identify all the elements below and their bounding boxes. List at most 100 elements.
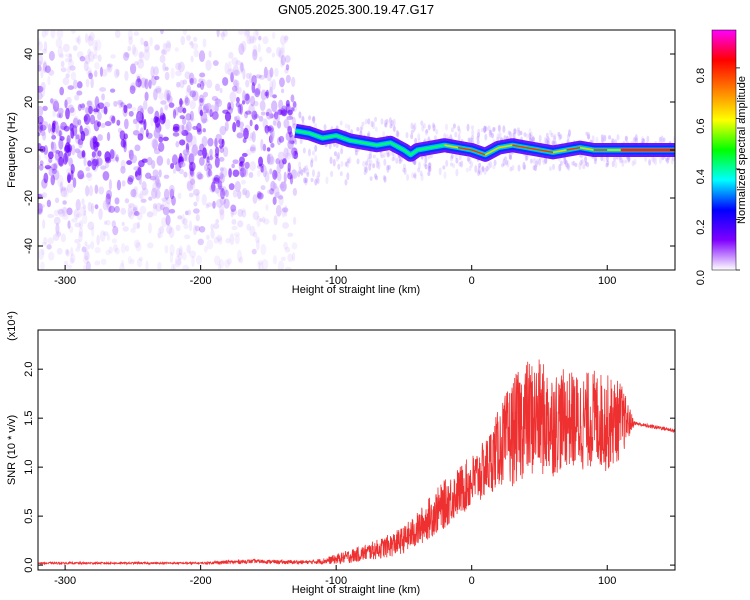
heatmap-cell: [255, 74, 262, 79]
heatmap-cell: [102, 231, 109, 236]
heatmap-cell: [114, 30, 121, 39]
heatmap-cell: [248, 103, 255, 115]
heatmap-cell: [278, 50, 284, 59]
heatmap-cell: [213, 177, 220, 184]
heatmap-cell: [215, 83, 221, 92]
heatmap-ridge-core: [484, 146, 500, 156]
heatmap-cell: [59, 53, 64, 59]
heatmap-cell: [245, 79, 250, 88]
heatmap-cell: [38, 64, 42, 72]
heatmap-cell: [239, 62, 244, 74]
heatmap-cell: [651, 155, 655, 163]
heatmap-cell: [84, 125, 91, 137]
heatmap-cell: [265, 127, 269, 136]
y-tick-label: 0.5: [23, 508, 35, 523]
heatmap-cell: [75, 37, 80, 43]
heatmap-cell: [170, 162, 175, 169]
heatmap-cell: [557, 134, 561, 141]
heatmap-cell: [95, 141, 100, 148]
heatmap-cell: [402, 163, 406, 170]
heatmap-cell: [232, 64, 239, 76]
heatmap-cell: [132, 222, 140, 230]
heatmap-cell: [81, 246, 87, 253]
heatmap-cell: [558, 163, 562, 172]
heatmap-cell: [372, 163, 376, 169]
heatmap-cell: [190, 178, 196, 186]
heatmap-cell: [253, 114, 260, 119]
heatmap-cell: [107, 201, 112, 213]
heatmap-cell: [89, 136, 94, 148]
heatmap-cell: [528, 132, 532, 140]
heatmap-cell: [143, 40, 149, 47]
heatmap-cell: [278, 159, 284, 170]
heatmap-cell: [550, 132, 554, 138]
heatmap-cell: [519, 130, 523, 136]
heatmap-cell: [252, 49, 258, 61]
heatmap-cell: [216, 30, 220, 38]
heatmap-cell: [260, 243, 267, 256]
heatmap-cell: [184, 71, 191, 80]
heatmap-cell: [55, 230, 62, 238]
heatmap-cell: [73, 115, 79, 125]
heatmap-cell: [38, 208, 44, 215]
heatmap-cell: [46, 244, 52, 250]
heatmap-cell: [238, 161, 244, 172]
heatmap-cell: [204, 164, 209, 172]
heatmap-cell: [90, 135, 97, 143]
heatmap-cell: [263, 218, 270, 225]
heatmap-cell: [254, 124, 259, 131]
heatmap-cell: [65, 73, 70, 79]
heatmap-cell: [69, 257, 75, 265]
heatmap-cell: [127, 206, 133, 218]
heatmap-cell: [177, 215, 183, 220]
heatmap-cell: [146, 211, 154, 218]
heatmap-cell: [47, 151, 54, 160]
heatmap-cell: [198, 50, 206, 62]
heatmap-cell: [432, 124, 436, 132]
heatmap-cell: [166, 89, 172, 101]
heatmap-cell: [221, 138, 225, 148]
heatmap-cell: [90, 241, 95, 250]
heatmap-cell: [44, 65, 51, 73]
heatmap-cell: [179, 79, 185, 89]
heatmap-cell: [284, 35, 289, 41]
heatmap-cell: [63, 125, 70, 132]
heatmap-cell: [233, 232, 241, 237]
heatmap-cell: [124, 52, 130, 58]
heatmap-cell: [89, 32, 95, 41]
heatmap-cell: [101, 93, 105, 101]
heatmap-cell: [88, 72, 93, 80]
heatmap-cell: [60, 60, 65, 68]
colorbar-tick-label: 0.8: [695, 68, 707, 83]
heatmap-cell: [284, 68, 289, 74]
heatmap-cell: [244, 189, 250, 199]
heatmap-cell: [66, 134, 71, 145]
heatmap-cell: [374, 175, 378, 181]
heatmap-cell: [120, 138, 126, 148]
heatmap-ridge-core: [620, 148, 675, 152]
heatmap-cell: [271, 100, 278, 113]
heatmap-cell: [144, 78, 149, 90]
heatmap-cell: [289, 131, 293, 139]
heatmap-cell: [413, 122, 417, 131]
heatmap-cell: [548, 129, 552, 136]
heatmap-cell: [187, 209, 192, 216]
heatmap-cell: [85, 78, 90, 88]
heatmap-cell: [202, 147, 207, 159]
heatmap-cell: [273, 215, 278, 226]
heatmap-cell: [68, 53, 73, 63]
heatmap-cell: [465, 167, 469, 173]
heatmap-cell: [506, 159, 510, 168]
heatmap-cell: [249, 161, 256, 171]
heatmap-cell: [84, 54, 91, 65]
heatmap-cell: [155, 189, 161, 199]
heatmap-cell: [38, 122, 43, 133]
heatmap-cell: [202, 128, 206, 133]
heatmap-cell: [237, 30, 244, 35]
heatmap-cell: [252, 211, 260, 221]
heatmap-cell: [279, 77, 285, 88]
heatmap-cell: [132, 187, 139, 199]
heatmap-cell: [245, 72, 251, 80]
heatmap-cell: [186, 120, 192, 132]
heatmap-cell: [346, 160, 350, 168]
